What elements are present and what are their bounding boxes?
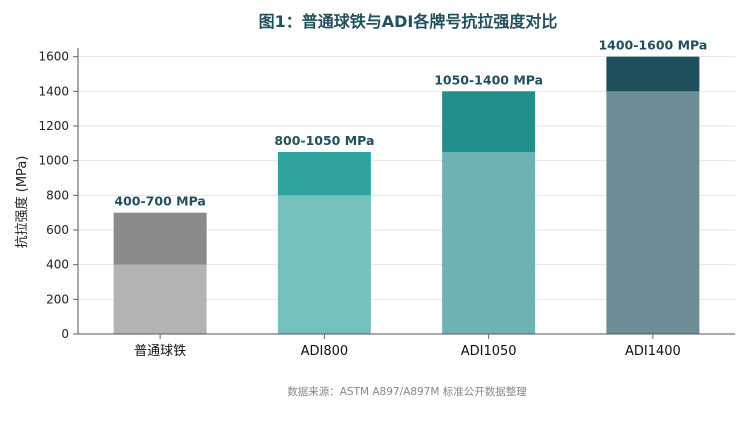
y-tick-label: 1000	[38, 154, 69, 168]
y-tick-label: 1600	[38, 50, 69, 64]
y-tick-label: 1400	[38, 84, 69, 98]
category-label: ADI800	[301, 344, 349, 359]
range-label: 1050-1400 MPa	[434, 72, 543, 87]
category-label: ADI1050	[461, 344, 517, 359]
bar-base-ADI1400	[606, 91, 700, 334]
y-tick-label: 800	[46, 188, 69, 202]
category-label: 普通球铁	[134, 344, 186, 359]
range-label: 800-1050 MPa	[274, 133, 374, 148]
chart-title: 图1：普通球铁与ADI各牌号抗拉强度对比	[259, 12, 558, 31]
y-tick-label: 400	[46, 258, 69, 272]
bar-range-ADI1050	[442, 91, 536, 152]
bar-range-ADI1400	[606, 56, 700, 92]
axes: 0 200 400 600 800 1000 1200 1400 1600 普通球铁 ADI800 A…	[38, 48, 735, 359]
bar-base-ADI800	[277, 195, 371, 334]
y-tick-label: 0	[61, 327, 69, 341]
range-label: 1400-1600 MPa	[598, 38, 707, 53]
y-axis-title: 抗拉强度 (MPa)	[14, 156, 30, 249]
bar-range-普通球铁	[113, 212, 207, 265]
category-label: ADI1400	[625, 344, 681, 359]
y-tick-label: 200	[46, 292, 69, 306]
source-note: 数据来源：ASTM A897/A897M 标准公开数据整理	[287, 385, 527, 398]
y-tick-label: 1200	[38, 119, 69, 133]
range-label: 400-700 MPa	[114, 194, 205, 209]
bar-range-ADI800	[277, 152, 371, 196]
bar-base-ADI1050	[442, 152, 536, 334]
y-tick-label: 600	[46, 223, 69, 237]
bar-base-普通球铁	[113, 264, 207, 334]
bars: 400-700 MPa 800-1050 MPa 1050-1400 MPa 1400…	[113, 38, 707, 334]
